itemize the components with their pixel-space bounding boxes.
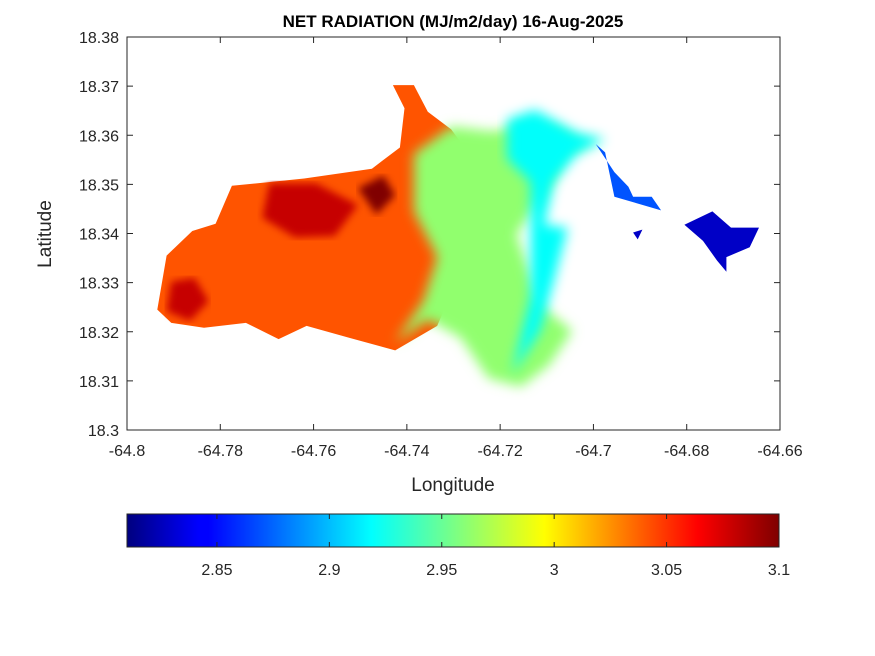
colorbar <box>126 513 780 548</box>
region-east-islet <box>633 229 643 240</box>
y-tick-label: 18.38 <box>79 30 119 47</box>
x-tick-label: -64.74 <box>384 443 429 460</box>
x-tick-label: -64.66 <box>757 443 802 460</box>
x-tick-label: -64.7 <box>575 443 612 460</box>
x-tick-label: -64.76 <box>291 443 336 460</box>
x-tick-label: -64.78 <box>198 443 243 460</box>
x-axis-ticks: -64.8 -64.78 -64.76 -64.74 -64.72 -64.7 -64.68… <box>109 37 803 460</box>
x-tick-label: -64.68 <box>664 443 709 460</box>
colorbar-tick-label: 2.85 <box>201 562 232 579</box>
heatmap-layer <box>157 85 759 387</box>
y-tick-label: 18.36 <box>79 128 119 145</box>
colorbar-tick-label: 3 <box>550 562 559 579</box>
region-west-core-1 <box>262 183 358 238</box>
y-axis-label: Latitude <box>35 200 56 268</box>
colorbar-ticks: 2.85 2.9 2.95 3 3.05 3.1 <box>201 514 790 579</box>
colorbar-tick-label: 3.1 <box>768 562 790 579</box>
region-west-core-3 <box>166 277 209 321</box>
region-east-strip <box>595 144 662 211</box>
y-tick-label: 18.37 <box>79 79 119 96</box>
colorbar-tick-label: 2.95 <box>426 562 457 579</box>
chart-title: NET RADIATION (MJ/m2/day) 16-Aug-2025 <box>283 12 624 31</box>
y-tick-label: 18.3 <box>88 423 119 440</box>
colorbar-tick-label: 3.05 <box>651 562 682 579</box>
y-tick-label: 18.32 <box>79 325 119 342</box>
y-axis-ticks: 18.3 18.31 18.32 18.33 18.34 18.35 18.36 18.37 1… <box>79 30 780 440</box>
y-tick-label: 18.33 <box>79 276 119 293</box>
y-tick-label: 18.34 <box>79 227 119 244</box>
x-tick-label: -64.8 <box>109 443 146 460</box>
y-tick-label: 18.31 <box>79 374 119 391</box>
x-tick-label: -64.72 <box>477 443 522 460</box>
y-tick-label: 18.35 <box>79 177 119 194</box>
region-west-core-2 <box>357 175 396 215</box>
colorbar-tick-label: 2.9 <box>318 562 340 579</box>
region-east-island <box>684 211 759 272</box>
region-central-east <box>507 109 606 375</box>
region-central <box>395 124 601 387</box>
x-axis-label: Longitude <box>411 475 494 496</box>
